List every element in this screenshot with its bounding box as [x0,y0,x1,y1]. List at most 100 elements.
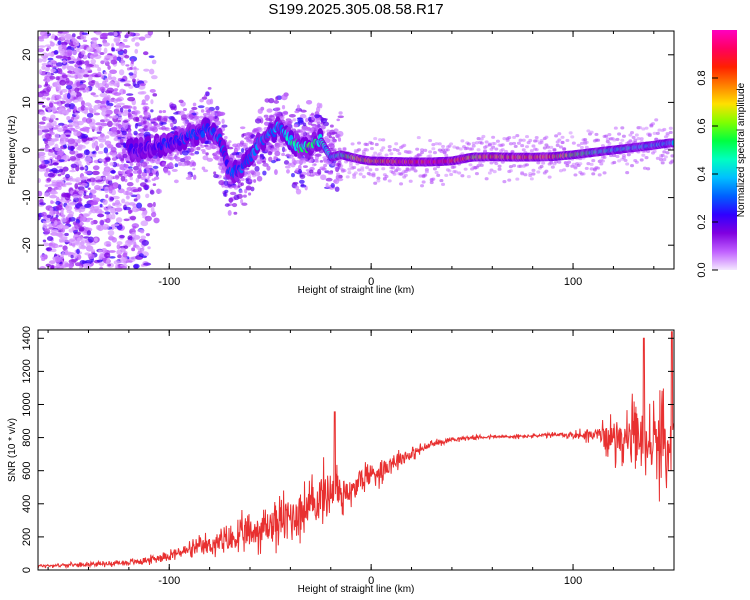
spectrogram-noise-cell [48,242,53,246]
spectrogram-halo-cell [466,175,471,179]
spectrogram-halo-cell [492,170,497,174]
spectrogram-noise-cell [98,125,103,132]
spectrogram-halo-cell [243,169,248,173]
spectrogram-noise-cell [69,155,77,161]
spectrogram-noise-cell [82,236,90,239]
spectrogram-noise-cell [191,106,198,111]
spectrogram-noise-cell [112,115,119,119]
spectrogram-noise-cell [103,147,109,154]
spectrogram-noise-cell [66,92,71,99]
figure-title: S199.2025.305.08.58.R17 [268,1,443,18]
spectrogram-halo-cell [369,141,374,146]
spectrogram-noise-cell [127,109,132,113]
spectrogram-noise-cell [43,228,51,235]
spectrogram-ridge-cell [200,130,205,138]
spectrogram-noise-cell [107,131,113,135]
spectrogram-halo-cell [392,147,397,152]
spectrogram-halo-cell [271,116,276,120]
spectrogram-halo-cell [520,143,525,148]
spectrogram-halo-cell [613,126,618,130]
spectrogram-halo-cell [324,135,329,140]
spectrogram-halo-cell [476,148,481,152]
spectrogram-noise-cell [65,173,70,179]
spectrogram-noise-cell [116,244,121,250]
spectrogram-noise-cell [129,215,137,221]
spectrogram-noise-cell [105,218,111,224]
spectrogram-noise-cell [86,178,92,182]
spectrogram-noise-cell [77,138,81,144]
spectrogram-noise-cell [103,47,108,54]
spectrogram-halo-cell [554,160,559,164]
spectrogram-halo-cell [474,171,479,176]
spectrogram-noise-cell [123,45,131,48]
spectrogram-halo-cell [625,171,630,175]
spectrogram-halo-cell [547,175,552,179]
spectrogram-noise-cell [140,129,145,135]
spectrogram-noise-cell [80,133,89,139]
spectrogram-halo-cell [403,173,408,177]
spectrogram-halo-cell [252,174,257,178]
spectrogram-noise-cell [133,66,137,70]
spectrogram-noise-cell [135,177,140,183]
spectrogram-halo-cell [302,160,307,164]
spectrogram-halo-cell [379,148,384,152]
spectrogram-noise-cell [99,219,105,226]
spectrogram-halo-cell [539,164,544,169]
spectrogram-noise-cell [288,113,296,118]
spectrogram-noise-cell [126,105,133,110]
spectrogram-noise-cell [180,162,188,167]
spectrogram-noise-cell [141,239,149,246]
spectrogram-halo-cell [234,148,239,153]
spectrogram-noise-cell [61,192,67,198]
spectrogram-noise-cell [131,37,136,42]
spectrogram-noise-cell [76,146,82,151]
spectrogram-noise-cell [206,157,214,162]
spectrogram-halo-cell [644,126,649,130]
spectrogram-noise-cell [55,214,59,218]
spectrogram-noise-cell [152,165,159,169]
spectrogram-noise-cell [187,173,192,178]
spectrogram-halo-cell [505,138,510,142]
spectrogram-noise-cell [242,194,247,198]
spectrogram-halo-cell [187,143,192,147]
spectrogram-noise-cell [150,206,155,213]
spectrogram-noise-cell [160,122,167,125]
spectrogram-noise-cell [50,228,59,234]
spectrogram-noise-cell [180,114,188,120]
spectrogram-noise-cell [111,47,116,52]
spectrogram-halo-cell [508,165,513,169]
spectrogram-noise-cell [130,194,138,198]
spectrogram-noise-cell [38,36,45,40]
spectrogram-halo-cell [494,147,499,151]
spectrogram-noise-cell [50,265,55,269]
spectrogram-noise-cell [132,78,136,83]
spectrogram-halo-cell [453,170,458,174]
spectrogram-halo-cell [449,172,454,177]
spectrogram-noise-cell [123,38,128,43]
spectrogram-noise-cell [38,129,43,136]
spectrogram-noise-cell [119,138,124,144]
spectrogram-noise-cell [119,78,126,82]
spectrogram-noise-cell [326,131,332,137]
spectrogram-halo-cell [437,142,442,146]
spectrogram-halo-cell [381,167,386,171]
spectrogram-noise-cell [58,104,63,109]
spectrogram-halo-cell [670,154,674,158]
spectrogram-y-tick-label: 10 [21,96,33,108]
spectrogram-noise-cell [52,162,59,165]
spectrogram-halo-cell [584,166,589,171]
spectrogram-noise-cell [38,48,45,53]
spectrogram-halo-cell [365,148,370,152]
spectrogram-noise-cell [103,96,110,101]
spectrogram-noise-cell [149,189,155,195]
spectrogram-noise-cell [59,133,66,140]
spectrogram-noise-cell [83,213,90,217]
spectrogram-noise-cell [60,265,67,269]
spectrogram-noise-cell [78,226,85,232]
spectrogram-noise-cell [61,88,68,93]
snr-y-tick-label: 1400 [21,326,33,350]
spectrogram-noise-cell [117,184,122,190]
spectrogram-noise-cell [207,86,212,90]
spectrogram-noise-cell [283,160,290,165]
